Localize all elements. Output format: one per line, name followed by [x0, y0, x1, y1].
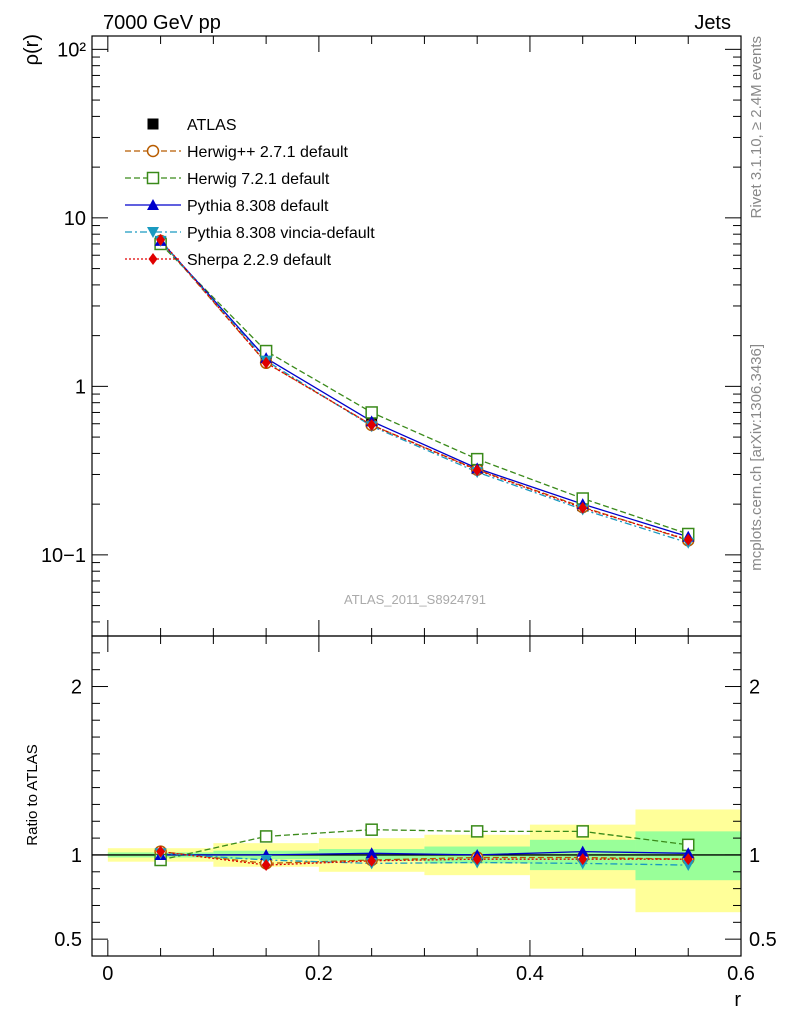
main-point-series-5 [156, 233, 166, 246]
ratio-series-line-4 [160, 850, 689, 866]
legend-marker-4 [147, 227, 159, 238]
ratio-series-line-3 [160, 852, 689, 866]
legend-marker-5 [148, 253, 158, 265]
ratio-point-series-4 [472, 853, 482, 866]
main-series-line-2 [160, 243, 689, 535]
analysis-watermark: ATLAS_2011_S8924791 [344, 592, 486, 607]
main-y-tick-label: 1 [75, 376, 86, 398]
main-point-series-5 [472, 464, 482, 477]
legend-label-0: ATLAS [187, 117, 237, 134]
legend-marker-1 [146, 144, 160, 158]
main-point-series-5 [683, 533, 693, 546]
ratio-y-tick-label-right: 1 [749, 845, 760, 867]
ratio-point-series-2 [576, 845, 589, 857]
legend-label-1: Herwig++ 2.7.1 default [187, 144, 349, 161]
series-lines [160, 239, 689, 866]
ratio-point-series-2 [365, 847, 378, 859]
main-point-series-5 [578, 501, 588, 514]
rivet-info: Rivet 3.1.10, ≥ 2.4M events [748, 36, 765, 219]
main-series-line-1 [160, 240, 689, 541]
x-tick-label: 0.6 [727, 963, 755, 985]
main-point-series-5 [367, 418, 377, 431]
mcplots-info: mcplots.cern.ch [arXiv:1306.3436] [748, 344, 765, 571]
legend-marker-0 [147, 118, 159, 130]
ratio-point-series-1 [470, 825, 484, 838]
ratio-point-series-4 [578, 853, 588, 866]
x-tick-label: 0 [102, 963, 113, 985]
legend-label-4: Pythia 8.308 vincia-default [187, 225, 375, 242]
ratio-point-series-1 [576, 825, 589, 838]
main-y-tick-label: 10 [64, 208, 86, 230]
ratio-y-tick-label-right: 0.5 [749, 929, 777, 951]
main-series-line-3 [160, 240, 689, 538]
ratio-series-line-1 [160, 829, 689, 861]
ratio-point-series-3 [682, 860, 695, 872]
ratio-y-tick-label-left: 1 [71, 845, 82, 867]
ratio-y-tick-label-right: 2 [749, 677, 760, 699]
ratio-point-series-2 [682, 847, 695, 859]
ratio-point-series-4 [261, 859, 271, 872]
legend: ATLAS Herwig++ 2.7.1 default Herwig 7.2.1 … [125, 117, 375, 269]
legend-marker-3 [147, 199, 159, 210]
ratio-y-tick-label-left: 0.5 [54, 929, 82, 951]
x-axis-label: r [734, 989, 741, 1011]
main-y-tick-label: 10−1 [41, 545, 86, 567]
ratio-point-series-4 [156, 845, 166, 858]
ratio-point-series-4 [683, 853, 693, 866]
main-y-axis-label: ρ(r) [21, 34, 43, 65]
legend-label-2: Herwig 7.2.1 default [187, 171, 330, 188]
axis-ticks: 10−1 1 10 10² 0 0.2 0.4 0.6 0.5 0.5 1 1 2 2 [41, 36, 777, 985]
main-point-series-5 [261, 356, 271, 369]
ratio-series-line-2 [160, 850, 689, 856]
ratio-panel-frame [91, 635, 742, 957]
process-label: Jets [694, 12, 731, 34]
ratio-y-axis-label: Ratio to ATLAS [24, 744, 41, 845]
legend-label-3: Pythia 8.308 default [187, 198, 329, 215]
ratio-point-series-4 [367, 854, 377, 867]
main-series-line-4 [160, 240, 689, 544]
main-y-tick-label: 10² [57, 39, 86, 61]
ratio-point-series-1 [259, 830, 273, 843]
x-tick-label: 0.2 [305, 963, 333, 985]
ratio-series-line-0 [160, 850, 689, 865]
main-series-line-5 [160, 239, 689, 541]
legend-marker-2 [146, 171, 160, 185]
ratio-bands [92, 809, 741, 913]
legend-label-5: Sherpa 2.2.9 default [187, 252, 332, 269]
beam-energy-label: 7000 GeV pp [103, 12, 221, 34]
x-tick-label: 0.4 [516, 963, 544, 985]
ratio-y-tick-label-left: 2 [71, 677, 82, 699]
series-markers [154, 233, 695, 872]
ratio-point-series-1 [365, 823, 378, 836]
